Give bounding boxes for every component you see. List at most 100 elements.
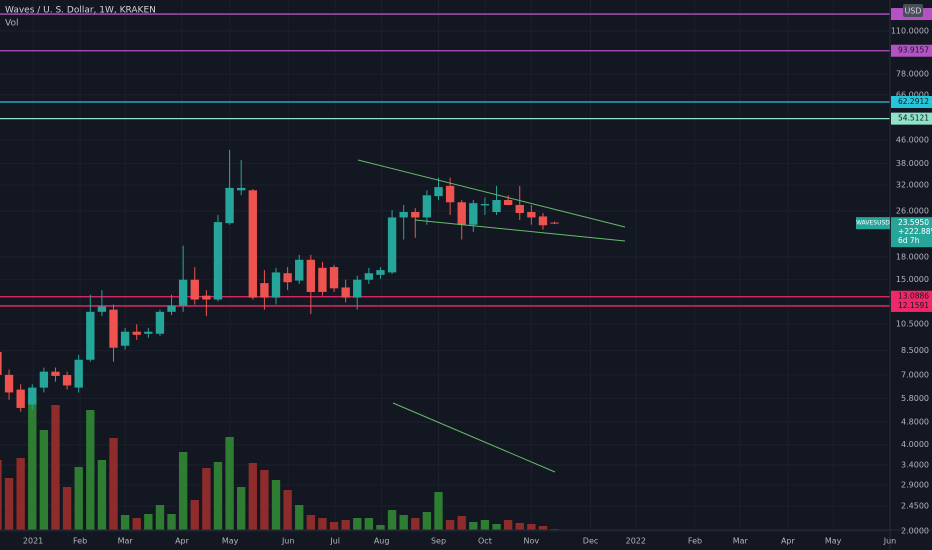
volume-bar bbox=[39, 430, 49, 530]
candle-body bbox=[341, 287, 350, 298]
candle-body bbox=[306, 259, 316, 292]
currency-badge[interactable] bbox=[903, 4, 923, 17]
volume-bar bbox=[283, 490, 292, 530]
x-tick-label: Apr bbox=[175, 537, 190, 546]
x-tick-label: Mar bbox=[733, 537, 749, 546]
candle-body bbox=[329, 267, 339, 289]
candle-body bbox=[167, 305, 176, 312]
volume-bar bbox=[271, 480, 281, 530]
candle-body bbox=[411, 212, 420, 218]
volume-bar bbox=[248, 463, 257, 530]
volume-bar bbox=[341, 520, 350, 530]
candle-body bbox=[445, 185, 455, 203]
y-tick-label: 3.4000 bbox=[901, 461, 929, 470]
y-tick-label: 8.5000 bbox=[901, 346, 929, 355]
level-badge bbox=[891, 299, 932, 312]
volume-bar bbox=[213, 462, 223, 530]
volume-bar bbox=[155, 505, 165, 530]
candle-body bbox=[295, 259, 304, 281]
candle-body bbox=[86, 311, 95, 360]
volume-bar bbox=[167, 514, 176, 530]
last-price-badge bbox=[891, 217, 932, 248]
volume-bar bbox=[190, 500, 199, 530]
y-tick-label: 10.5000 bbox=[896, 320, 929, 329]
volume-bar bbox=[109, 438, 118, 530]
x-tick-label: Feb bbox=[73, 537, 87, 546]
y-tick-label: 4.8000 bbox=[901, 417, 929, 426]
y-tick-label: 7.0000 bbox=[901, 370, 929, 379]
x-tick-label: Jun bbox=[281, 537, 295, 546]
candle-body bbox=[434, 187, 443, 197]
y-tick-label: 2.0000 bbox=[901, 527, 929, 536]
volume-bar bbox=[306, 515, 316, 530]
candle-body bbox=[422, 195, 432, 218]
x-tick-label: Mar bbox=[118, 537, 134, 546]
volume-bar bbox=[28, 400, 37, 530]
y-tick-label: 2.9000 bbox=[901, 480, 929, 489]
y-tick-label: 2.4500 bbox=[901, 501, 929, 510]
trend-line bbox=[357, 159, 626, 228]
volume-bar bbox=[86, 410, 95, 530]
candle-body bbox=[4, 374, 14, 393]
y-tick-label: 18.0000 bbox=[896, 252, 929, 261]
y-tick-label: 26.0000 bbox=[896, 207, 929, 216]
volume-bar bbox=[120, 515, 130, 530]
candle-body bbox=[0, 351, 2, 375]
candle-body bbox=[62, 375, 72, 386]
candle-body bbox=[120, 331, 130, 346]
candle-body bbox=[260, 283, 269, 298]
volume-bar bbox=[16, 458, 25, 530]
x-tick-label: Jul bbox=[329, 537, 340, 546]
x-tick-label: 2022 bbox=[626, 537, 646, 546]
candle-body bbox=[248, 190, 257, 298]
y-tick-label: 46.0000 bbox=[896, 135, 929, 144]
candle-body bbox=[457, 202, 466, 225]
symbol-badge bbox=[856, 217, 890, 230]
candle-body bbox=[550, 222, 559, 224]
level-label: 93.9157 bbox=[898, 46, 929, 55]
candle-body bbox=[202, 295, 211, 300]
candle-body bbox=[271, 272, 281, 298]
level-label: 62.2912 bbox=[898, 97, 929, 106]
candle-body bbox=[39, 371, 49, 388]
currency: USD bbox=[904, 7, 921, 16]
candle-body bbox=[503, 200, 513, 205]
volume-bar bbox=[132, 518, 141, 530]
level-label: 54.5121 bbox=[898, 114, 929, 123]
candle-body bbox=[132, 331, 141, 335]
candle-body bbox=[97, 306, 107, 312]
candle-body bbox=[74, 359, 83, 388]
volume-bar bbox=[62, 487, 72, 530]
trend-line bbox=[414, 219, 626, 242]
volume-bar bbox=[202, 468, 211, 530]
x-tick-label: Jun bbox=[883, 537, 897, 546]
candle-body bbox=[376, 270, 385, 275]
candle-body bbox=[387, 217, 397, 273]
level-label: 12.1591 bbox=[898, 301, 929, 310]
candle-body bbox=[399, 212, 408, 218]
chart-title: Waves / U. S. Dollar, 1W, KRAKEN bbox=[5, 6, 156, 16]
x-tick-label: Aug bbox=[374, 537, 390, 546]
level-badge bbox=[891, 44, 932, 57]
price-axis bbox=[890, 0, 932, 530]
volume-bar bbox=[225, 437, 234, 530]
countdown: 6d 7h bbox=[898, 236, 920, 245]
volume-bar bbox=[364, 518, 374, 530]
candle-body bbox=[178, 279, 188, 306]
candle-body bbox=[364, 273, 374, 280]
symbol: WAVESUSD bbox=[856, 220, 890, 227]
volume-bar bbox=[318, 518, 327, 530]
candle-body bbox=[225, 187, 234, 224]
trend-line bbox=[392, 402, 556, 473]
y-tick-label: 38.0000 bbox=[896, 159, 929, 168]
volume-bar bbox=[376, 525, 385, 530]
volume-bar bbox=[515, 523, 524, 530]
volume-bar bbox=[0, 460, 2, 530]
volume-bar bbox=[237, 487, 246, 530]
volume-bar bbox=[457, 516, 466, 530]
candle-body bbox=[469, 203, 478, 225]
candle-body bbox=[109, 309, 118, 348]
